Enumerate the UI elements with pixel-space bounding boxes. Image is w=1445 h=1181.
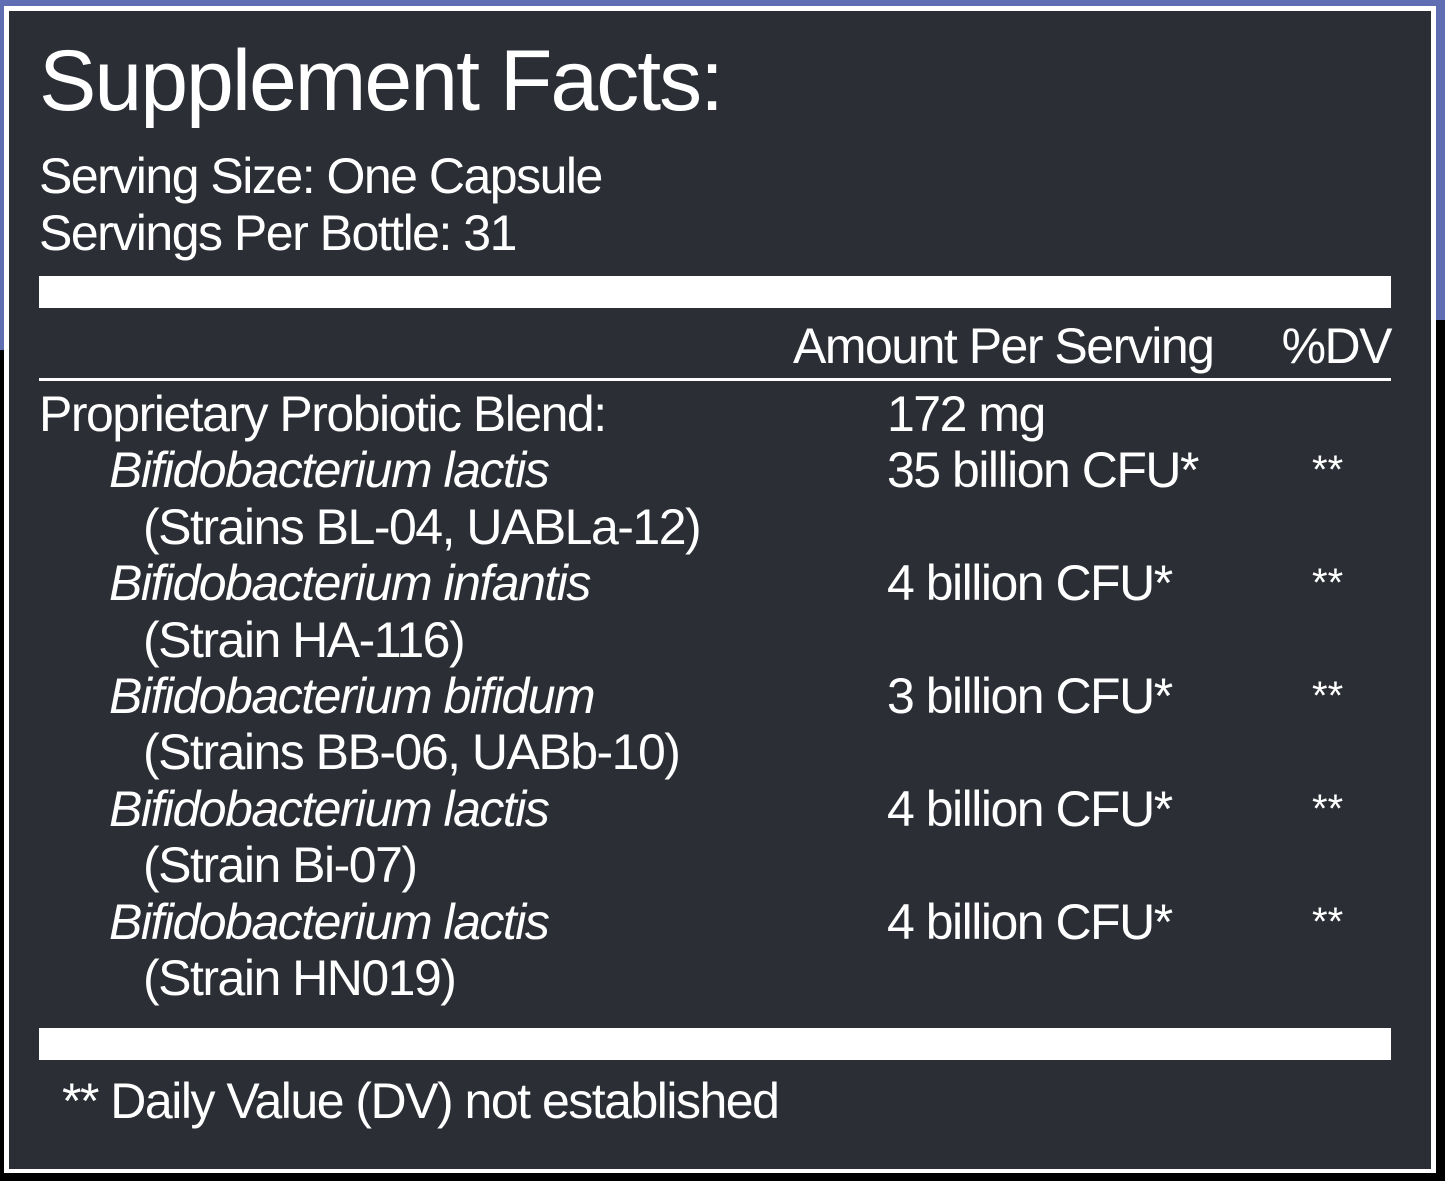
ingredient-row: Bifidobacterium infantis 4 billion CFU* … xyxy=(39,555,1391,611)
ingredient-amount: 35 billion CFU* xyxy=(887,442,1199,499)
ingredient-amount: 3 billion CFU* xyxy=(887,667,1173,724)
divider-thin xyxy=(39,378,1391,381)
serving-size: Serving Size: One Capsule xyxy=(39,148,603,204)
divider-thick-bottom xyxy=(39,1028,1391,1060)
ingredient-dv: ** xyxy=(1312,448,1344,493)
ingredient-strain: (Strain Bi-07) xyxy=(143,837,418,894)
ingredient-dv: ** xyxy=(1312,786,1344,831)
label-title: Supplement Facts: xyxy=(39,33,724,129)
ingredient-strain: (Strains BB-06, UABb-10) xyxy=(143,724,681,781)
blend-row: Proprietary Probiotic Blend: 172 mg xyxy=(39,386,1391,442)
ingredient-species: Bifidobacterium lactis xyxy=(109,442,550,499)
servings-per-bottle: Servings Per Bottle: 31 xyxy=(39,205,517,261)
ingredient-dv: ** xyxy=(1312,561,1344,606)
ingredient-row: Bifidobacterium lactis 4 billion CFU* ** xyxy=(39,894,1391,950)
dv-footnote: ** Daily Value (DV) not established xyxy=(62,1073,780,1129)
ingredient-strain-row: (Strains BB-06, UABb-10) xyxy=(39,724,1391,780)
ingredient-dv: ** xyxy=(1312,673,1344,718)
blend-name: Proprietary Probiotic Blend: xyxy=(39,386,607,442)
ingredient-row: Bifidobacterium lactis 4 billion CFU* ** xyxy=(39,781,1391,837)
ingredient-amount: 4 billion CFU* xyxy=(887,893,1173,950)
supplement-facts-panel: Supplement Facts: Serving Size: One Caps… xyxy=(9,11,1431,1169)
ingredient-dv: ** xyxy=(1312,899,1344,944)
blend-amount: 172 mg xyxy=(887,386,1046,442)
ingredient-strain: (Strain HN019) xyxy=(143,949,457,1006)
ingredient-strain: (Strains BL-04, UABLa-12) xyxy=(143,498,702,555)
ingredient-amount: 4 billion CFU* xyxy=(887,780,1173,837)
ingredient-table: Proprietary Probiotic Blend: 172 mg Bifi… xyxy=(39,386,1391,1006)
column-header-dv: %DV xyxy=(1281,318,1393,374)
divider-thick-top xyxy=(39,276,1391,308)
label-border: Supplement Facts: Serving Size: One Caps… xyxy=(4,6,1436,1173)
ingredient-species: Bifidobacterium lactis xyxy=(109,893,550,950)
ingredient-row: Bifidobacterium lactis 35 billion CFU* *… xyxy=(39,442,1391,498)
ingredient-strain-row: (Strain Bi-07) xyxy=(39,837,1391,893)
column-header-amount: Amount Per Serving xyxy=(793,318,1215,374)
ingredient-species: Bifidobacterium lactis xyxy=(109,780,550,837)
ingredient-strain-row: (Strain HN019) xyxy=(39,950,1391,1006)
ingredient-strain: (Strain HA-116) xyxy=(143,611,466,668)
ingredient-strain-row: (Strain HA-116) xyxy=(39,612,1391,668)
ingredient-species: Bifidobacterium bifidum xyxy=(109,667,596,724)
ingredient-row: Bifidobacterium bifidum 3 billion CFU* *… xyxy=(39,668,1391,724)
ingredient-species: Bifidobacterium infantis xyxy=(109,555,591,612)
ingredient-amount: 4 billion CFU* xyxy=(887,555,1173,612)
ingredient-strain-row: (Strains BL-04, UABLa-12) xyxy=(39,499,1391,555)
serving-info: Serving Size: One Capsule Servings Per B… xyxy=(39,148,603,262)
